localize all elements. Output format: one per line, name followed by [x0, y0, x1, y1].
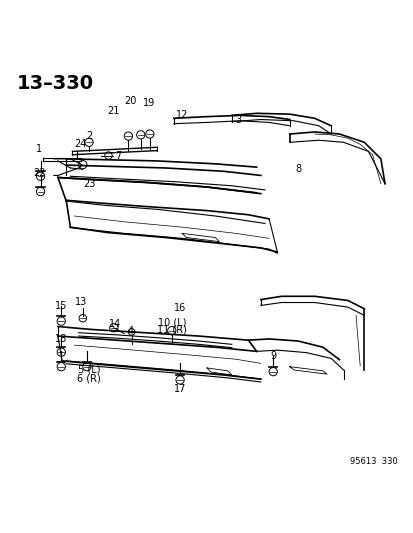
Text: 22: 22	[33, 168, 45, 179]
Text: 6 (R): 6 (R)	[77, 373, 101, 383]
Text: 16: 16	[173, 303, 186, 313]
Text: 19: 19	[142, 98, 155, 108]
Text: 8: 8	[294, 164, 300, 174]
Text: 2: 2	[85, 131, 92, 141]
Text: 1: 1	[36, 143, 42, 154]
Text: 12: 12	[176, 110, 188, 120]
Text: 18: 18	[55, 334, 67, 344]
Text: 20: 20	[124, 96, 136, 106]
Text: 10 (L): 10 (L)	[157, 317, 185, 327]
Text: 7: 7	[114, 150, 121, 160]
Text: 14: 14	[109, 319, 121, 329]
Text: 5 (L): 5 (L)	[78, 365, 100, 375]
Text: 95613  330: 95613 330	[349, 457, 396, 466]
Text: 9: 9	[270, 351, 275, 360]
Text: 13: 13	[74, 297, 87, 306]
Text: 3: 3	[235, 115, 240, 125]
Text: 13–330: 13–330	[17, 74, 93, 93]
Text: 11 (R): 11 (R)	[157, 325, 186, 334]
Text: 4: 4	[127, 326, 133, 336]
Text: 15: 15	[55, 301, 67, 311]
Text: 21: 21	[107, 106, 120, 116]
Text: 24: 24	[74, 139, 87, 149]
Text: 23: 23	[83, 179, 95, 189]
Text: 17: 17	[173, 384, 186, 394]
